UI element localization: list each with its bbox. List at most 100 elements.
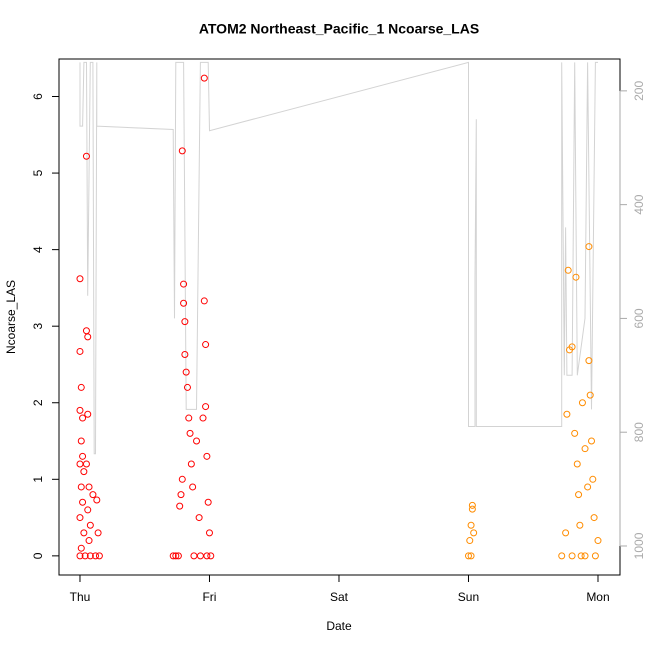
scatter-point [584,483,592,491]
scatter-point [84,333,92,341]
scatter-point [80,468,88,476]
scatter-point [80,529,88,537]
scatter-point [82,152,90,160]
scatter-point [468,501,476,509]
scatter-point [176,502,184,510]
scatter-point [207,552,215,560]
y-tick-label: 2 [31,399,45,406]
scatter-point [581,445,589,453]
scatter-point [84,506,92,514]
scatter-point [76,552,84,560]
scatter-point [81,552,89,560]
y-tick-label: 1 [31,476,45,483]
scatter-point [187,460,195,468]
x-tick-label: Sun [458,590,479,604]
plot-area [76,61,602,560]
scatter-point [558,552,566,560]
scatter-point [82,327,90,335]
scatter-point [86,521,94,529]
scatter-point [572,273,580,281]
y-tick-label: 0 [31,552,45,559]
scatter-point [95,552,103,560]
scatter-point [589,475,597,483]
scatter-point [568,552,576,560]
scatter-point [466,537,474,545]
scatter-point [575,491,583,499]
scatter-point [468,505,476,513]
y2-tick-label: 400 [632,194,646,214]
x-tick-label: Fri [202,590,216,604]
scatter-point [76,406,84,414]
scatter-point [563,410,571,418]
scatter-point [177,491,185,499]
scatter-point [577,552,585,560]
y2-tick-label: 200 [632,81,646,101]
scatter-point [564,266,572,274]
scatter-point [590,514,598,522]
scatter-point [193,437,201,445]
scatter-point [470,529,478,537]
y-tick-label: 5 [31,169,45,176]
scatter-point [576,521,584,529]
scatter-point [79,452,87,460]
scatter-point [76,514,84,522]
scatter-point [467,521,475,529]
scatter-point [89,491,97,499]
scatter-point [205,529,213,537]
y2-tick-label: 1000 [632,532,646,559]
scatter-point [84,410,92,418]
scatter-point [76,275,84,283]
chart-title: ATOM2 Northeast_Pacific_1 Ncoarse_LAS [199,21,479,37]
y-axis-label: Ncoarse_LAS [4,280,18,354]
scatter-point [585,357,593,365]
scatter-point [178,147,186,155]
scatter-point [79,414,87,422]
y-tick-label: 4 [31,246,45,253]
scatter-point [199,414,207,422]
scatter-point [203,452,211,460]
scatter-point [94,529,102,537]
scatter-point [190,552,198,560]
scatter-point [578,399,586,407]
scatter-point [562,529,570,537]
x-tick-label: Thu [70,590,91,604]
y2-tick-label: 600 [632,308,646,328]
scatter-point [77,544,85,552]
y-tick-label: 3 [31,323,45,330]
y2-tick-label: 800 [632,422,646,442]
scatter-point [77,437,85,445]
scatter-point [181,318,189,326]
scatter-point [467,552,475,560]
scatter-point [196,552,204,560]
scatter-point [182,368,190,376]
scatter-point [200,297,208,305]
pressure-line [79,61,598,455]
scatter-point [594,537,602,545]
scatter-point [203,552,211,560]
scatter-point [172,552,180,560]
scatter-point [174,552,182,560]
scatter-point [585,243,593,251]
scatter-point [79,498,87,506]
scatter-point [568,343,576,351]
scatter-point [85,537,93,545]
scatter-point [200,74,208,82]
scatter-point [185,414,193,422]
scatter-point [573,460,581,468]
scatter-point [571,429,579,437]
x-tick-label: Sat [330,590,349,604]
scatter-point [85,483,93,491]
scatter-point [76,460,84,468]
scatter-point [180,280,188,288]
scatter-point [77,383,85,391]
scatter-point [464,552,472,560]
scatter-point [92,552,100,560]
y-tick-label: 6 [31,93,45,100]
x-axis-label: Date [326,619,352,633]
scatter-point [204,498,212,506]
scatter-point [591,552,599,560]
scatter-point [195,514,203,522]
scatter-point [76,347,84,355]
